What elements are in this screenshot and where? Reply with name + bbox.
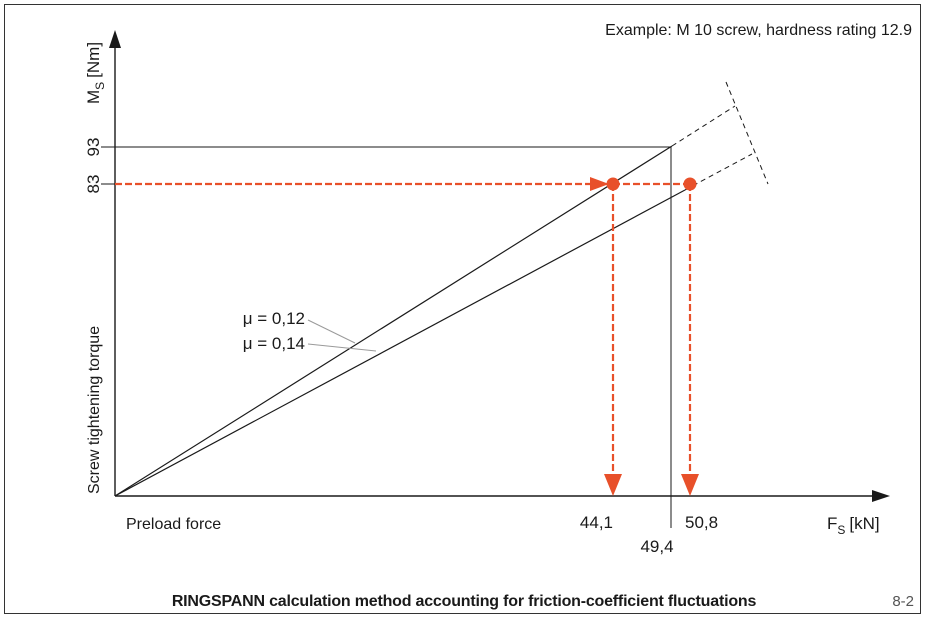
- marker-point-44-1: [606, 177, 620, 191]
- tick-label-50-8: 50,8: [685, 513, 718, 532]
- marker-point-50-8: [683, 177, 697, 191]
- leader-mu-0-14: [307, 343, 377, 352]
- figure-frame: [4, 4, 921, 614]
- diagram-title: Example: M 10 screw, hardness rating 12.…: [605, 22, 912, 39]
- tick-label-44-1: 44,1: [580, 513, 613, 532]
- curve-mu-0-12: [114, 189, 686, 497]
- figure-caption: RINGSPANN calculation method accounting …: [171, 593, 757, 610]
- tick-label-93: 93: [84, 138, 103, 157]
- page-number: 8-2: [892, 593, 914, 610]
- curve-label-mu-0-14: μ = 0,14: [243, 334, 305, 353]
- tick-label-49-4: 49,4: [640, 537, 673, 556]
- curve-label-mu-0-12: μ = 0,12: [243, 309, 305, 328]
- curve-mu-0-14-extension: [671, 105, 736, 147]
- x-axis-description: Preload force: [126, 516, 221, 533]
- working-lines: [115, 177, 699, 496]
- leader-mu-0-12: [307, 319, 356, 344]
- x-axis-arrow: [872, 490, 890, 502]
- tick-label-83: 83: [84, 175, 103, 194]
- y-axis-title: MS[Nm]: [84, 42, 107, 104]
- x-axis-title: FS [kN]: [827, 514, 880, 537]
- scatter-band-end: [725, 81, 769, 185]
- y-axis-arrow: [109, 30, 121, 48]
- curve-mu-0-14: [114, 145, 673, 497]
- y-axis-description: Screw tightening torque: [86, 326, 103, 494]
